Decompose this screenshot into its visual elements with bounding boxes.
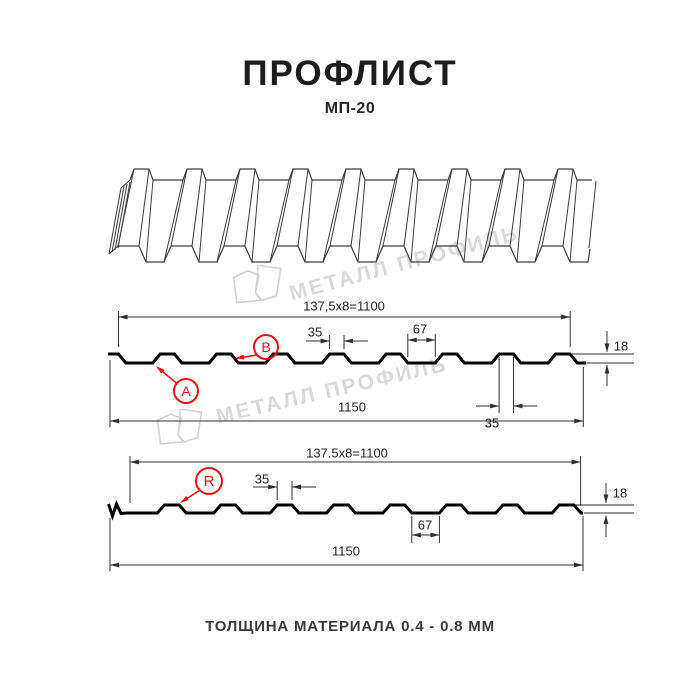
dimensions-top bbox=[109, 311, 634, 427]
dim-height-top: 18 bbox=[613, 338, 629, 354]
dim-rib-bottom-width-top: 35 bbox=[484, 415, 500, 431]
page-title: ПРОФЛИСТ bbox=[242, 54, 458, 93]
dim-overall-width-bottom: 1150 bbox=[332, 543, 360, 559]
profile-top-outline bbox=[108, 352, 587, 365]
page-subtitle: МП-20 bbox=[324, 100, 376, 117]
callout-label-b: B bbox=[253, 334, 279, 360]
material-thickness-note: ТОЛЩИНА МАТЕРИАЛА 0.4 - 0.8 ММ bbox=[205, 618, 495, 635]
dim-rib-top-width-top: 35 bbox=[307, 324, 323, 340]
dim-overall-width-top: 1150 bbox=[338, 399, 366, 415]
dim-pitch-top: 137,5x8=1100 bbox=[303, 298, 385, 314]
callout-label-a: A bbox=[173, 378, 199, 404]
profile-bottom-outline bbox=[107, 499, 583, 521]
callout-label-r: R bbox=[195, 467, 223, 495]
dim-pitch-bottom: 137.5x8=1100 bbox=[306, 445, 388, 461]
dim-valley-width-top: 67 bbox=[412, 321, 428, 337]
dim-rib-top-width-bottom: 35 bbox=[254, 471, 270, 487]
dim-valley-width-bottom: 67 bbox=[417, 517, 433, 533]
metall-profil-logo-icon bbox=[151, 408, 205, 451]
metall-profil-logo-icon bbox=[227, 264, 284, 310]
profile-3d-view bbox=[108, 168, 597, 263]
dim-height-bottom: 18 bbox=[612, 485, 628, 501]
dimensions-bottom bbox=[109, 456, 634, 571]
